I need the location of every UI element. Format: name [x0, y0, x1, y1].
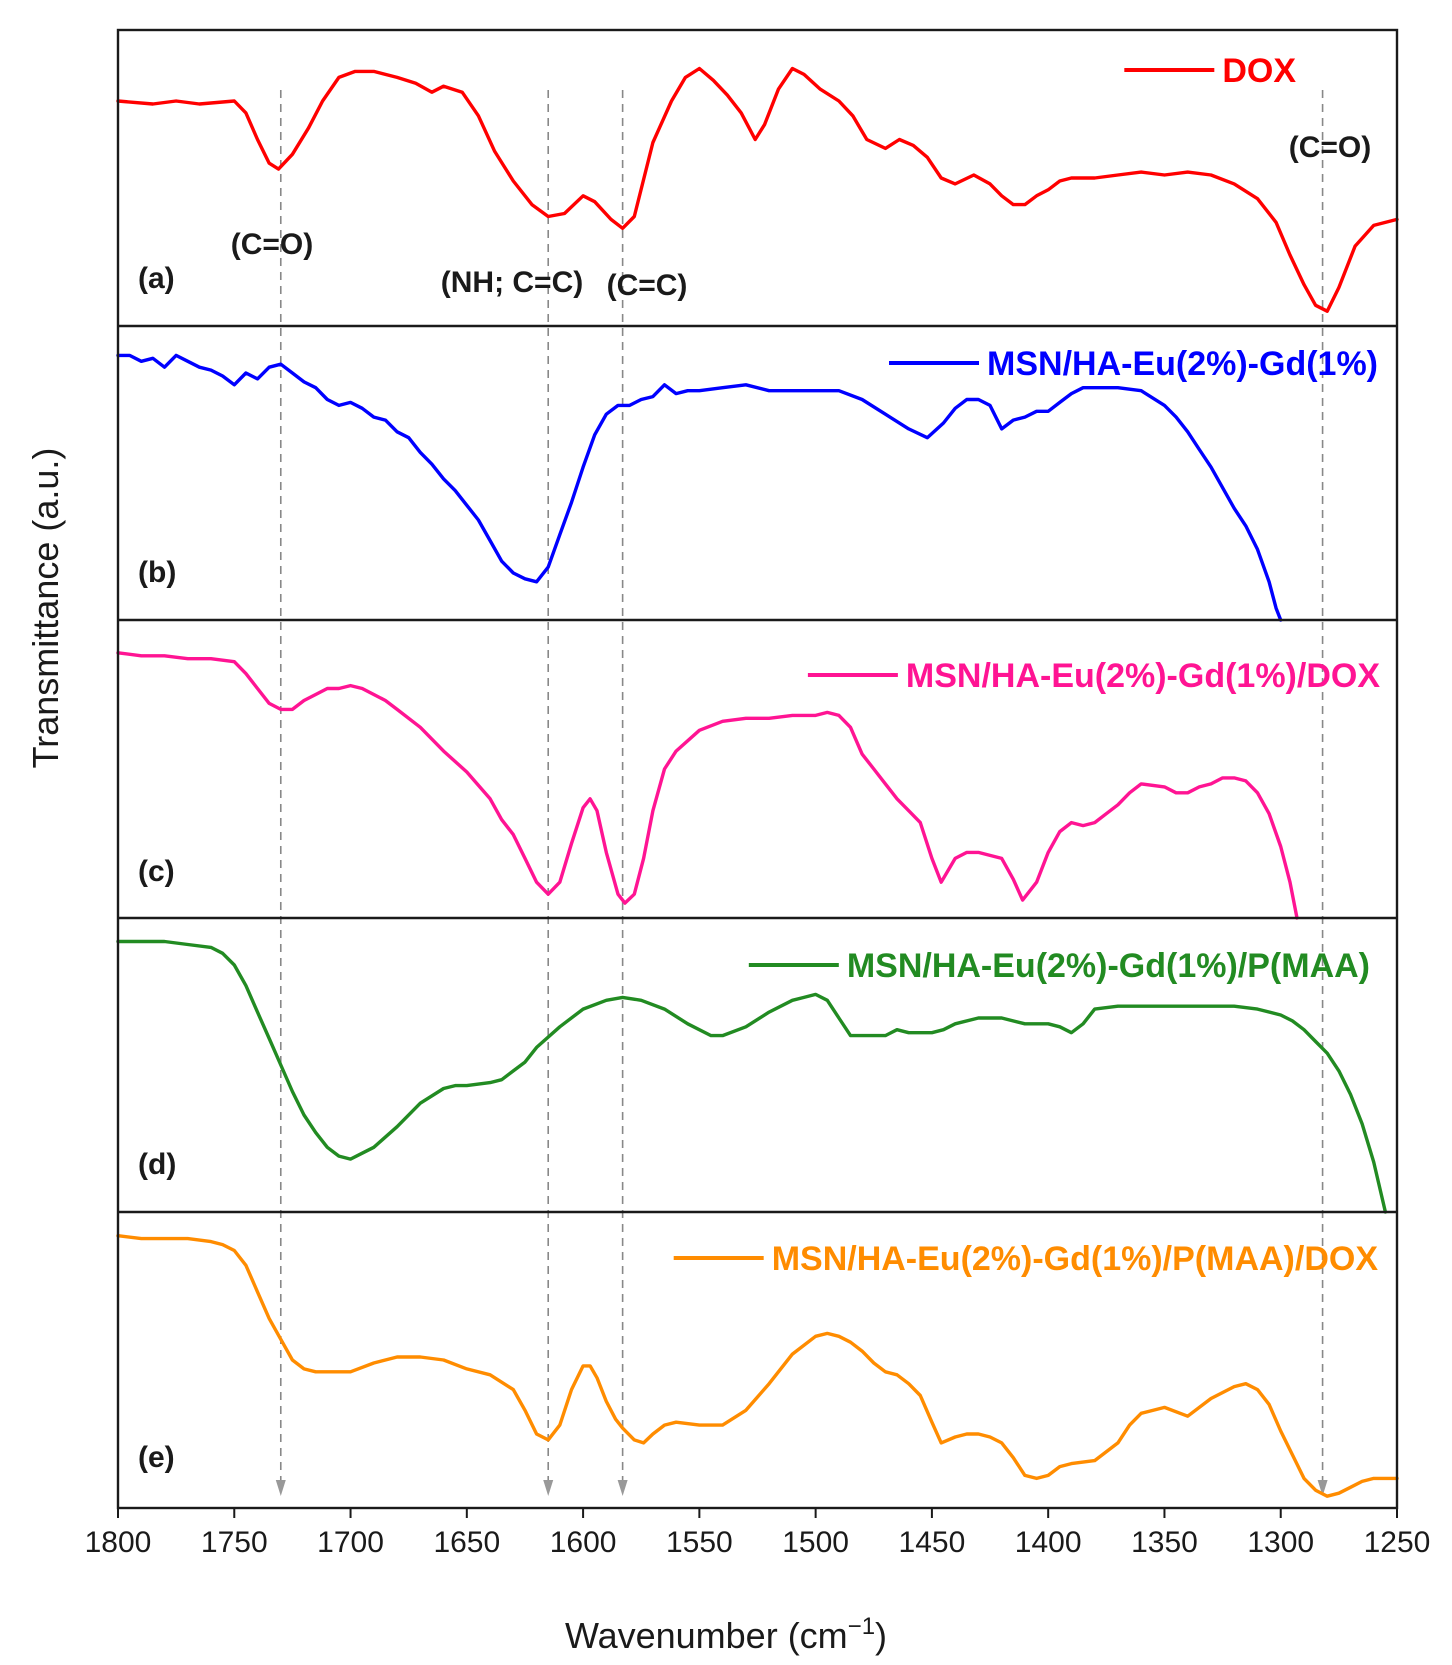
x-tick-label: 1550: [666, 1526, 733, 1559]
x-tick-label: 1250: [1364, 1526, 1431, 1559]
x-axis-title-sup: −1: [848, 1613, 875, 1640]
legend-label: MSN/HA-Eu(2%)-Gd(1%): [987, 345, 1378, 383]
x-tick-label: 1300: [1247, 1526, 1314, 1559]
x-axis-title-close: ): [875, 1615, 887, 1656]
panel-label: (d): [138, 1148, 176, 1181]
peak-annotation: (C=C): [607, 269, 688, 302]
panel-label: (c): [138, 855, 175, 888]
series-line: [116, 353, 1283, 622]
x-tick-label: 1700: [317, 1526, 384, 1559]
panels: [116, 66, 1399, 1498]
plot-border: [116, 28, 1399, 1510]
reference-arrow: [275, 1480, 286, 1496]
legend-label: DOX: [1222, 52, 1296, 90]
x-tick-label: 1650: [433, 1526, 500, 1559]
reference-lines: [275, 90, 1328, 1496]
x-tick-label: 1450: [899, 1526, 966, 1559]
peak-annotation: (NH; C=C): [441, 266, 584, 299]
panel-label: (b): [138, 556, 176, 589]
series-line: [116, 1233, 1399, 1498]
x-tick-label: 1600: [550, 1526, 617, 1559]
x-axis-title-text: Wavenumber (cm: [565, 1615, 848, 1656]
x-axis-title: Wavenumber (cm−1): [565, 1613, 887, 1656]
plot-frame: [116, 28, 1399, 1510]
reference-arrow: [543, 1480, 554, 1496]
series-line: [116, 939, 1388, 1214]
legend-label: MSN/HA-Eu(2%)-Gd(1%)/P(MAA)/DOX: [772, 1240, 1379, 1278]
reference-arrow: [1317, 1480, 1328, 1496]
peak-annotation: (C=O): [1289, 131, 1372, 164]
panel-label: (a): [138, 262, 175, 295]
x-tick-label: 1500: [782, 1526, 849, 1559]
x-tick-label: 1400: [1015, 1526, 1082, 1559]
x-axis: 1800 1750 1700 1650 1600 1550 1500 1450 1400 1350…: [85, 1508, 1431, 1559]
series-line: [116, 66, 1399, 313]
reference-arrow: [617, 1480, 628, 1496]
x-tick-label: 1750: [201, 1526, 268, 1559]
peak-annotation: (C=O): [231, 228, 314, 261]
x-tick-label: 1350: [1131, 1526, 1198, 1559]
legend-label: MSN/HA-Eu(2%)-Gd(1%)/P(MAA): [847, 947, 1370, 985]
labels: DOX (a) MSN/HA-Eu(2%)-Gd(1%) (b) MSN/HA-Eu(2…: [138, 52, 1380, 1474]
panel-label: (e): [138, 1441, 175, 1474]
x-tick-label: 1800: [85, 1526, 152, 1559]
series-line: [116, 651, 1299, 920]
legend-label: MSN/HA-Eu(2%)-Gd(1%)/DOX: [906, 657, 1380, 695]
y-axis-title: Transmittance (a.u.): [25, 448, 66, 769]
